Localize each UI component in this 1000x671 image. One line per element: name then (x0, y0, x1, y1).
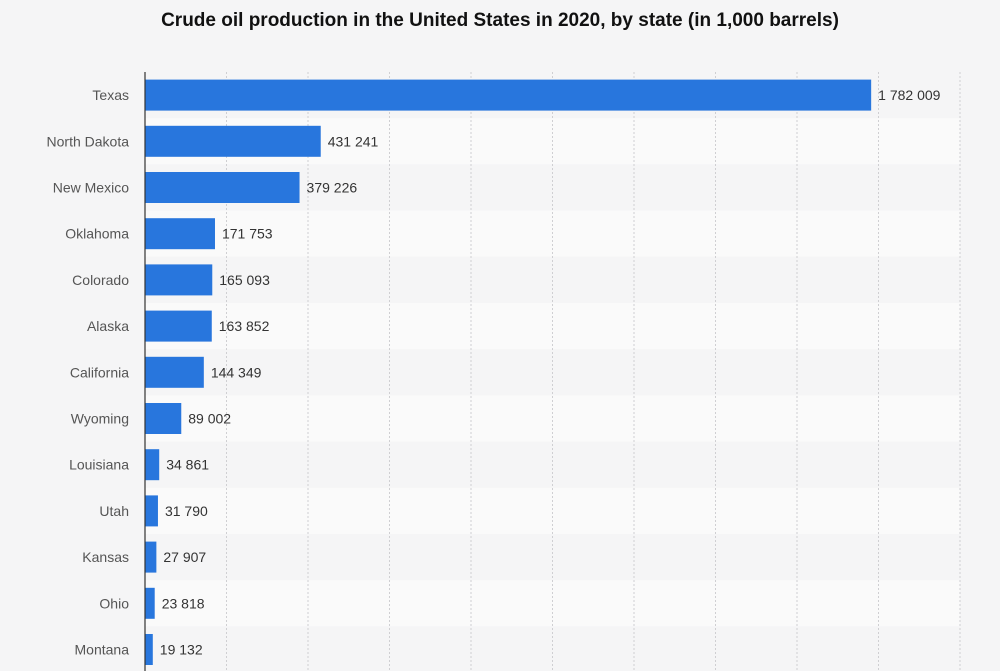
value-label: 89 002 (188, 411, 231, 427)
category-label: Louisiana (69, 457, 129, 473)
category-label: North Dakota (47, 133, 130, 149)
bar (145, 125, 321, 157)
value-label: 23 818 (162, 595, 205, 611)
bar (145, 495, 158, 527)
value-label: 31 790 (165, 503, 208, 519)
value-label: 165 093 (219, 272, 270, 288)
bar (145, 587, 155, 619)
bar (145, 79, 872, 111)
value-label: 171 753 (222, 226, 273, 242)
bar (145, 541, 157, 573)
bar (145, 356, 204, 388)
category-labels: Texas North Dakota New Mexico Oklahoma Color… (47, 87, 130, 657)
value-label: 34 861 (166, 457, 209, 473)
bar (145, 264, 213, 296)
category-label: Colorado (72, 272, 129, 288)
category-label: Utah (99, 503, 129, 519)
value-label: 19 132 (160, 642, 203, 658)
category-label: Kansas (82, 549, 129, 565)
bar (145, 172, 300, 203)
value-label: 431 241 (328, 133, 379, 149)
bar (145, 403, 182, 434)
category-label: Alaska (87, 318, 129, 334)
chart-title: Crude oil production in the United State… (161, 10, 839, 31)
category-label: New Mexico (53, 180, 129, 196)
bar (145, 218, 215, 250)
category-label: Texas (92, 87, 129, 103)
category-label: California (70, 364, 129, 380)
value-label: 27 907 (163, 549, 206, 565)
bar (145, 449, 160, 481)
bar (145, 634, 153, 665)
row-band (145, 487, 960, 534)
category-label: Montana (75, 642, 130, 658)
value-label: 379 226 (307, 180, 358, 196)
value-labels: 1 782 009 431 241 379 226 171 753 165 093 163… (160, 87, 941, 657)
row-band (145, 395, 960, 442)
category-label: Oklahoma (65, 226, 129, 242)
value-label: 1 782 009 (878, 87, 940, 103)
bar (145, 310, 212, 342)
value-label: 163 852 (219, 318, 270, 334)
value-label: 144 349 (211, 364, 262, 380)
category-label: Wyoming (71, 411, 129, 427)
bars (145, 79, 872, 665)
category-label: Ohio (99, 595, 129, 611)
row-band (145, 580, 960, 627)
